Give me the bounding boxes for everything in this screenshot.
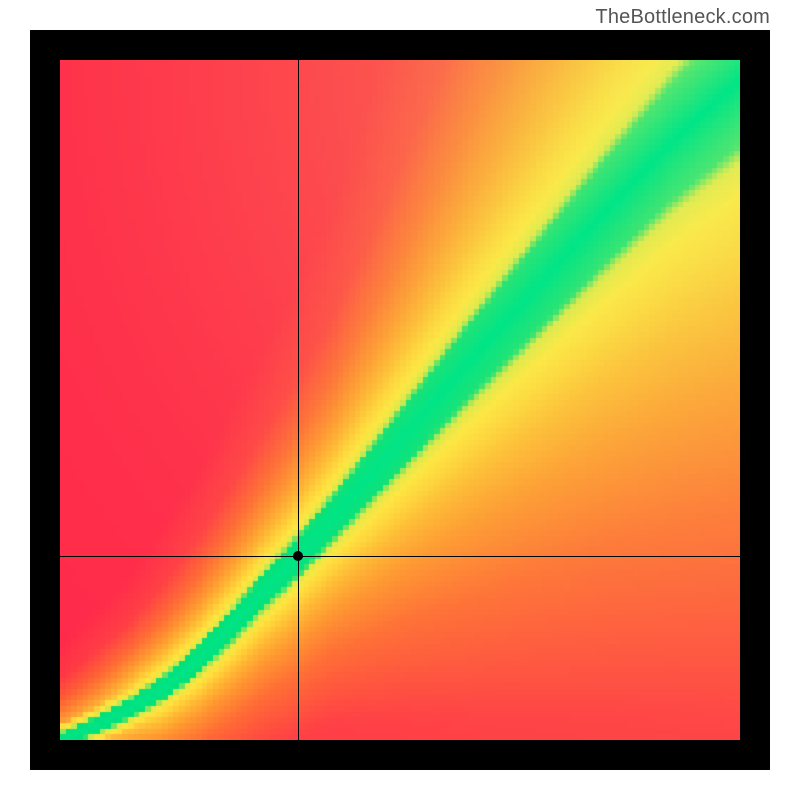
plot-border <box>30 30 770 770</box>
crosshair-horizontal <box>60 556 740 557</box>
crosshair-vertical <box>298 60 299 740</box>
plot-area <box>60 60 740 740</box>
heatmap-canvas <box>60 60 740 740</box>
watermark-text: TheBottleneck.com <box>595 6 770 29</box>
crosshair-dot <box>293 551 303 561</box>
